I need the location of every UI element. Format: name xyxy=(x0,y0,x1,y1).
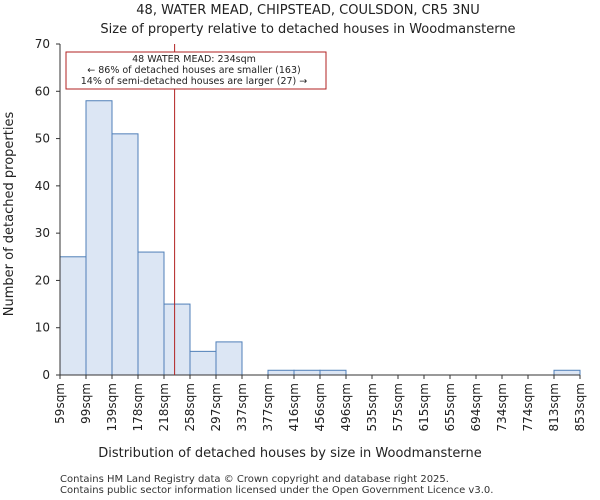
x-tick-label: 377sqm xyxy=(261,383,275,431)
x-tick-label: 178sqm xyxy=(131,383,145,431)
chart-subtitle: Size of property relative to detached ho… xyxy=(100,22,515,37)
x-tick-label: 218sqm xyxy=(157,383,171,431)
footer-line-2: Contains public sector information licen… xyxy=(60,485,494,496)
annotation-line-2: ← 86% of detached houses are smaller (16… xyxy=(87,65,300,76)
x-tick-label: 734sqm xyxy=(495,383,509,431)
y-tick-label: 50 xyxy=(35,132,50,146)
x-tick-label: 59sqm xyxy=(53,383,67,424)
x-tick-label: 496sqm xyxy=(339,383,353,431)
y-tick-label: 40 xyxy=(35,179,50,193)
x-tick-label: 615sqm xyxy=(417,383,431,431)
chart-title: 48, WATER MEAD, CHIPSTEAD, COULSDON, CR5… xyxy=(136,3,479,18)
y-axis: 0 10 20 30 40 50 60 70 xyxy=(35,37,580,382)
x-tick-label: 456sqm xyxy=(313,383,327,431)
x-tick-label: 258sqm xyxy=(183,383,197,431)
annotation-box: 48 WATER MEAD: 234sqm ← 86% of detached … xyxy=(65,51,327,90)
bar xyxy=(293,369,321,376)
x-tick-label: 813sqm xyxy=(547,383,561,431)
bars-group xyxy=(59,100,581,376)
bar xyxy=(215,341,243,376)
x-axis-label: Distribution of detached houses by size … xyxy=(98,446,482,461)
bar xyxy=(59,256,87,376)
bar xyxy=(111,133,139,376)
x-tick-label: 774sqm xyxy=(521,383,535,431)
x-tick-label: 416sqm xyxy=(287,383,301,431)
bar xyxy=(553,369,581,376)
y-tick-label: 20 xyxy=(35,273,50,287)
x-tick-label: 853sqm xyxy=(573,383,587,431)
bar xyxy=(85,100,113,376)
bar xyxy=(189,350,217,376)
x-tick-label: 337sqm xyxy=(235,383,249,431)
annotation-line-3: 14% of semi-detached houses are larger (… xyxy=(81,76,308,87)
y-tick-label: 10 xyxy=(35,321,50,335)
bar xyxy=(163,303,191,376)
x-tick-label: 694sqm xyxy=(469,383,483,431)
y-axis-label: Number of detached properties xyxy=(2,112,17,317)
footer-line-1: Contains HM Land Registry data © Crown c… xyxy=(60,474,449,485)
bar xyxy=(267,369,295,376)
annotation-border xyxy=(65,51,327,90)
bar xyxy=(319,369,347,376)
y-tick-label: 60 xyxy=(35,84,50,98)
x-tick-label: 297sqm xyxy=(209,383,223,431)
annotation-line-1: 48 WATER MEAD: 234sqm xyxy=(132,54,256,65)
x-tick-label: 139sqm xyxy=(105,383,119,431)
x-axis: 59sqm 99sqm 139sqm 178sqm 218sqm 258sqm 297sqm… xyxy=(53,375,587,431)
y-tick-label: 30 xyxy=(35,226,50,240)
x-tick-label: 655sqm xyxy=(443,383,457,431)
y-tick-label: 70 xyxy=(35,37,50,51)
x-tick-label: 99sqm xyxy=(79,383,93,424)
y-tick-label: 0 xyxy=(42,368,50,382)
x-tick-label: 575sqm xyxy=(391,383,405,431)
x-tick-label: 535sqm xyxy=(365,383,379,431)
bar xyxy=(137,251,165,376)
